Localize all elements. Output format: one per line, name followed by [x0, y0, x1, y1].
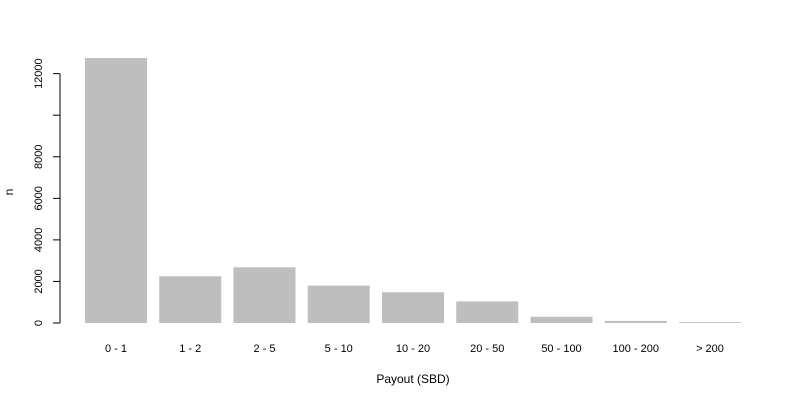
y-tick-label: 2000	[33, 269, 45, 293]
y-tick-label: 0	[33, 320, 45, 326]
x-tick-label: 10 - 20	[396, 343, 430, 355]
x-tick-label: 2 - 5	[253, 343, 275, 355]
x-tick-label: 100 - 200	[613, 343, 659, 355]
x-tick-label: 50 - 100	[541, 343, 581, 355]
x-tick-label: 1 - 2	[179, 343, 201, 355]
bar-1	[85, 58, 147, 324]
bars-group	[85, 58, 741, 324]
y-tick-label: 6000	[33, 186, 45, 210]
x-tick-labels: 0 - 1 1 - 2 2 - 5 5 - 10 10 - 20 20 - 50 50 - …	[105, 343, 724, 355]
bar-7	[530, 316, 593, 323]
bar-8	[604, 320, 667, 323]
x-tick-label: 20 - 50	[470, 343, 504, 355]
x-axis-title: Payout (SBD)	[376, 372, 449, 386]
bar-5	[382, 292, 444, 323]
x-tick-label: 5 - 10	[325, 343, 353, 355]
bar-4	[307, 285, 370, 323]
x-tick-label: > 200	[696, 343, 724, 355]
bar-3	[233, 267, 296, 323]
y-axis: 0 2000 4000 6000 8000 12000	[33, 58, 61, 326]
y-tick-label: 8000	[33, 145, 45, 169]
bar-2	[159, 276, 222, 323]
y-axis-title: n	[2, 189, 16, 196]
bar-6	[456, 301, 519, 323]
y-tick-label: 12000	[33, 58, 45, 89]
x-tick-label: 0 - 1	[105, 343, 127, 355]
bar-9	[679, 322, 741, 323]
y-tick-label: 4000	[33, 228, 45, 252]
